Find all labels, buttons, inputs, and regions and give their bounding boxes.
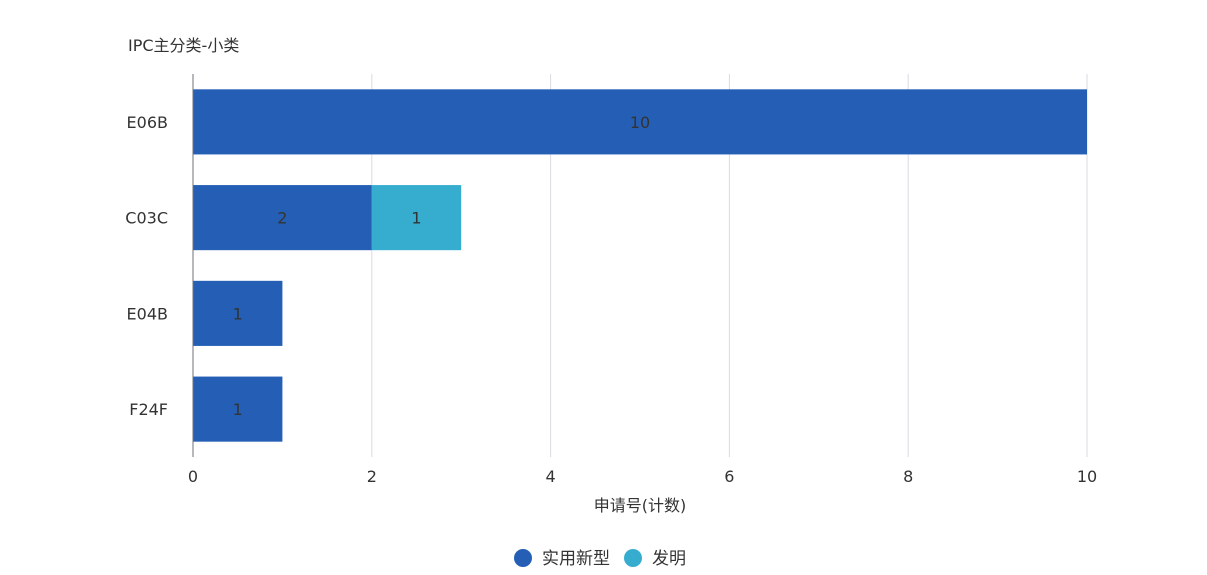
x-tick-label-8: 8 — [903, 467, 913, 486]
bar-label-E06B-series-0: 10 — [630, 113, 650, 132]
x-tick-label-10: 10 — [1077, 467, 1097, 486]
legend: 实用新型 发明 — [514, 549, 686, 569]
bars — [193, 89, 1087, 441]
x-tick-label-2: 2 — [367, 467, 377, 486]
y-tick-label-C03C: C03C — [125, 209, 168, 228]
bar-labels: 10 2 1 1 1 — [233, 113, 651, 419]
x-tick-label-0: 0 — [188, 467, 198, 486]
bar-label-F24F-series-0: 1 — [233, 400, 243, 419]
y-tick-label-E06B: E06B — [127, 113, 168, 132]
bar-label-E04B-series-0: 1 — [233, 304, 243, 323]
y-tick-label-E04B: E04B — [127, 304, 168, 323]
y-tick-label-F24F: F24F — [129, 400, 168, 419]
x-tick-label-4: 4 — [546, 467, 556, 486]
legend-marker-0 — [514, 549, 532, 567]
y-axis-title: IPC主分类-小类 — [128, 36, 239, 55]
legend-item-1[interactable]: 发明 — [624, 549, 686, 569]
legend-label-1: 发明 — [652, 549, 686, 569]
bar-label-C03C-series-0: 2 — [277, 209, 287, 228]
legend-marker-1 — [624, 549, 642, 567]
bar-label-C03C-series-1: 1 — [411, 209, 421, 228]
legend-label-0: 实用新型 — [542, 549, 610, 569]
x-axis-ticks: 0 2 4 6 8 10 — [188, 467, 1097, 486]
x-tick-label-6: 6 — [724, 467, 734, 486]
legend-item-0[interactable]: 实用新型 — [514, 549, 610, 569]
x-axis-title: 申请号(计数) — [594, 496, 687, 515]
y-axis-ticks: E06B C03C E04B F24F — [125, 113, 168, 419]
